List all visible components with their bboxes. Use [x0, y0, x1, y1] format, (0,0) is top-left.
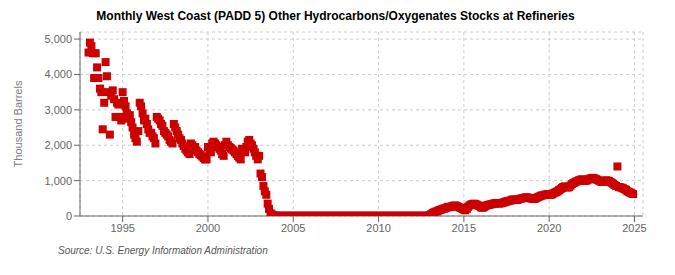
html-text:Source: U.S. Energy Informatio: Source: U.S. Energy Information Administ…: [58, 245, 268, 256]
svg-text:2,000: 2,000: [44, 139, 72, 151]
svg-text:3,000: 3,000: [44, 104, 72, 116]
svg-text:Thousand Barrels: Thousand Barrels: [12, 80, 24, 167]
svg-text:5,000: 5,000: [44, 33, 72, 45]
svg-text:2020: 2020: [537, 222, 561, 234]
svg-text:2005: 2005: [281, 222, 305, 234]
svg-text:2025: 2025: [622, 222, 646, 234]
svg-text:2000: 2000: [196, 222, 220, 234]
html-text:Monthly West Coast (PADD 5) Ot: Monthly West Coast (PADD 5) Other Hydroc…: [96, 9, 575, 23]
svg-text:1,000: 1,000: [44, 175, 72, 187]
svg-text:2010: 2010: [366, 222, 390, 234]
svg-text:2015: 2015: [452, 222, 476, 234]
svg-text:4,000: 4,000: [44, 68, 72, 80]
svg-text:1995: 1995: [110, 222, 134, 234]
svg-text:0: 0: [66, 210, 72, 222]
